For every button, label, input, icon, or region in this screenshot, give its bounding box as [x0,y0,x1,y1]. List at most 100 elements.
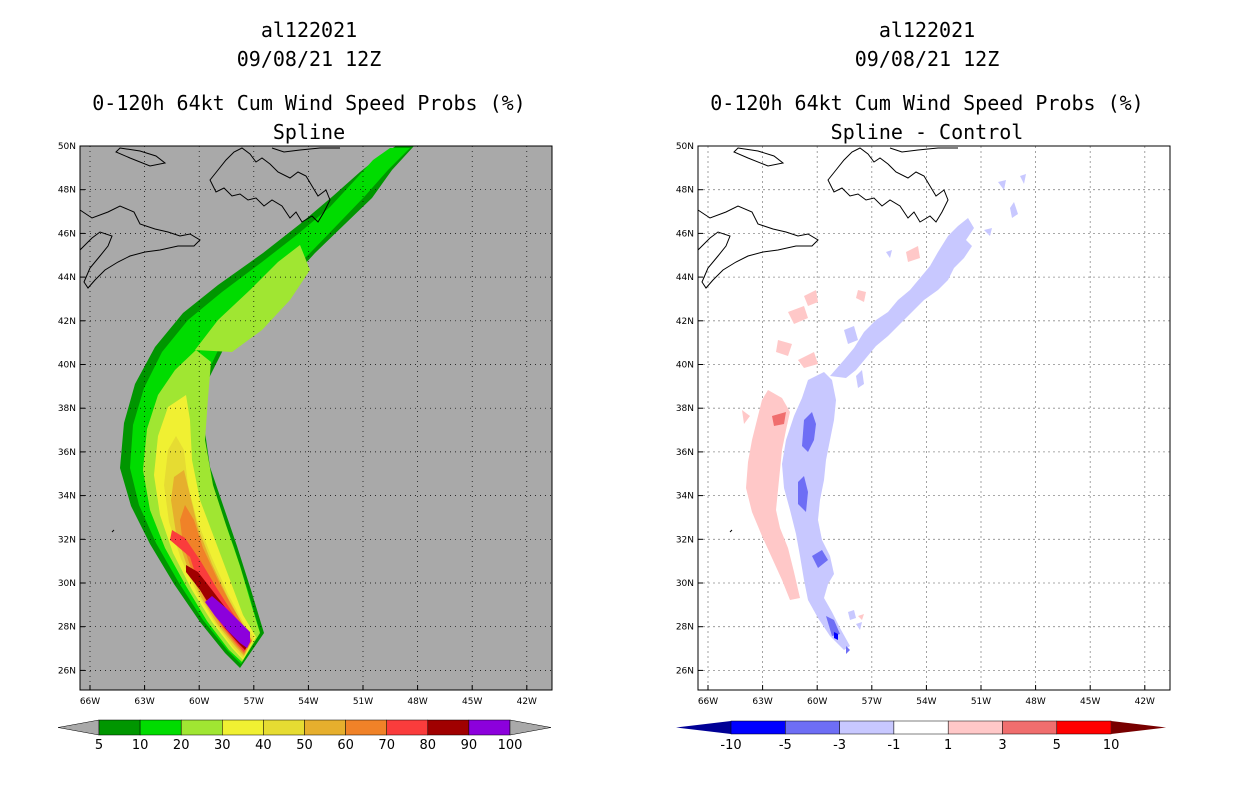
right-title-date: 09/08/21 12Z [854,47,1000,71]
lon-tick-label: 60W [807,697,827,707]
right-title-sub: Spline - Control [830,120,1024,144]
colorbar-label: 5 [95,738,103,753]
lon-tick-label: 63W [752,697,772,707]
left-map: 66W 63W 60W 57W 54W 51W 48W 45W 42W 50N 48N 46N 44N… [57,142,553,753]
right-lon-tick-labels: 66W 63W 60W 57W 54W 51W 48W 45W 42W [698,685,1155,707]
lon-tick-label: 66W [80,697,100,707]
right-title-product: 0-120h 64kt Cum Wind Speed Probs (%) [710,91,1144,115]
lat-tick-label: 30N [58,579,76,589]
lon-tick-label: 45W [462,697,482,707]
lat-tick-label: 50N [676,142,694,152]
colorbar-label: 100 [498,738,523,753]
lat-tick-label: 26N [58,666,76,676]
lat-tick-label: 28N [58,623,76,633]
lon-tick-label: 42W [1135,697,1155,707]
colorbar-label: 30 [214,738,231,753]
lat-tick-label: 34N [676,492,694,502]
left-title-sub: Spline [272,120,346,144]
colorbar-bin [947,720,1003,735]
right-map-frame [697,145,1171,691]
left-probability-swath [120,146,414,668]
left-lat-tick-labels: 50N 48N 46N 44N 42N 40N 38N 36N 34N 32N 30N 28N 26N [58,142,85,676]
lon-tick-label: 66W [698,697,718,707]
colorbar-label: 10 [1103,738,1120,753]
colorbar-label: -1 [887,738,900,753]
diff-neg-1-3 [830,218,974,378]
lat-tick-label: 36N [58,448,76,458]
right-lat-tick-labels: 50N 48N 46N 44N 42N 40N 38N 36N 34N 32N 30N 28N 26N [676,142,703,676]
colorbar-label: -10 [720,738,741,753]
lat-tick-label: 48N [676,186,694,196]
colorbar-bin [139,719,182,736]
colorbar-bin [839,720,895,735]
diff-pos-1-3 [906,246,920,262]
diff-neg-1-3 [782,372,850,650]
left-title-id: al122021 [260,18,358,42]
diff-pos-1-3 [746,390,800,600]
lat-tick-label: 40N [58,361,76,371]
lon-tick-label: 63W [134,697,154,707]
lat-tick-label: 44N [58,273,76,283]
diff-neg-3-5 [812,550,828,568]
lon-tick-label: 57W [244,697,264,707]
lon-tick-label: 42W [517,697,537,707]
left-panel: al122021 09/08/21 12Z 0-120h 64kt Cum Wi… [57,18,553,753]
colorbar-bin [468,719,511,736]
colorbar-label: 10 [132,738,149,753]
right-colorbar: -10 -5 -3 -1 1 3 5 10 [676,720,1167,753]
colorbar-bin [98,719,141,736]
diff-pos-1-3 [856,290,866,302]
lat-tick-label: 36N [676,448,694,458]
right-panel: al122021 09/08/21 12Z 0-120h 64kt Cum Wi… [618,0,1236,800]
diff-neg-1-3 [856,622,862,630]
lat-tick-label: 26N [676,666,694,676]
left-title-date: 09/08/21 12Z [236,47,382,71]
colorbar-bin [386,719,429,736]
diff-pos-1-3 [776,340,792,356]
diff-pos-1-3 [798,352,818,368]
colorbar-bin [893,720,949,735]
colorbar-bin [180,719,223,736]
left-coastline [79,147,340,533]
lat-tick-label: 32N [676,535,694,545]
diff-pos-1-3 [788,306,808,324]
colorbar-bin [304,719,346,736]
diff-neg-1-3 [1010,202,1018,218]
diff-neg-3-5 [802,412,816,452]
colorbar-label: 90 [461,738,478,753]
diff-pos-3-5 [772,412,786,426]
lon-tick-label: 54W [298,697,318,707]
diff-neg-1-3 [844,326,858,344]
diff-pos-1-3 [742,410,750,424]
lon-tick-label: 48W [1025,697,1045,707]
colorbar-bin [427,719,470,736]
colorbar-low-arrow [57,719,100,736]
lon-tick-label: 54W [916,697,936,707]
colorbar-label: 5 [1053,738,1061,753]
colorbar-bin [1002,720,1058,735]
left-graticule [80,145,552,690]
colorbar-label: 50 [296,738,313,753]
colorbar-label: 20 [173,738,190,753]
lat-tick-label: 30N [676,579,694,589]
swath-90 [205,596,250,648]
colorbar-label: 80 [420,738,437,753]
left-lon-tick-labels: 66W 63W 60W 57W 54W 51W 48W 45W 42W [80,685,537,707]
lat-tick-label: 32N [58,535,76,545]
right-title-id: al122021 [878,18,976,42]
colorbar-high-arrow [1111,721,1167,734]
left-colorbar: 5 10 20 30 40 50 60 70 80 90 100 [57,719,552,753]
diff-neg-5-10 [834,632,838,640]
diff-neg-1-3 [984,228,992,236]
lat-tick-label: 40N [676,361,694,371]
colorbar-label: 70 [378,738,395,753]
diff-neg-1-3 [886,250,892,258]
diff-neg-1-3 [1020,174,1026,184]
lon-tick-label: 57W [862,697,882,707]
lat-tick-label: 44N [676,273,694,283]
lon-tick-label: 45W [1080,697,1100,707]
colorbar-bin [1056,720,1112,735]
left-title-product: 0-120h 64kt Cum Wind Speed Probs (%) [92,91,526,115]
lat-tick-label: 50N [58,142,76,152]
diff-neg-1-3 [848,610,856,620]
